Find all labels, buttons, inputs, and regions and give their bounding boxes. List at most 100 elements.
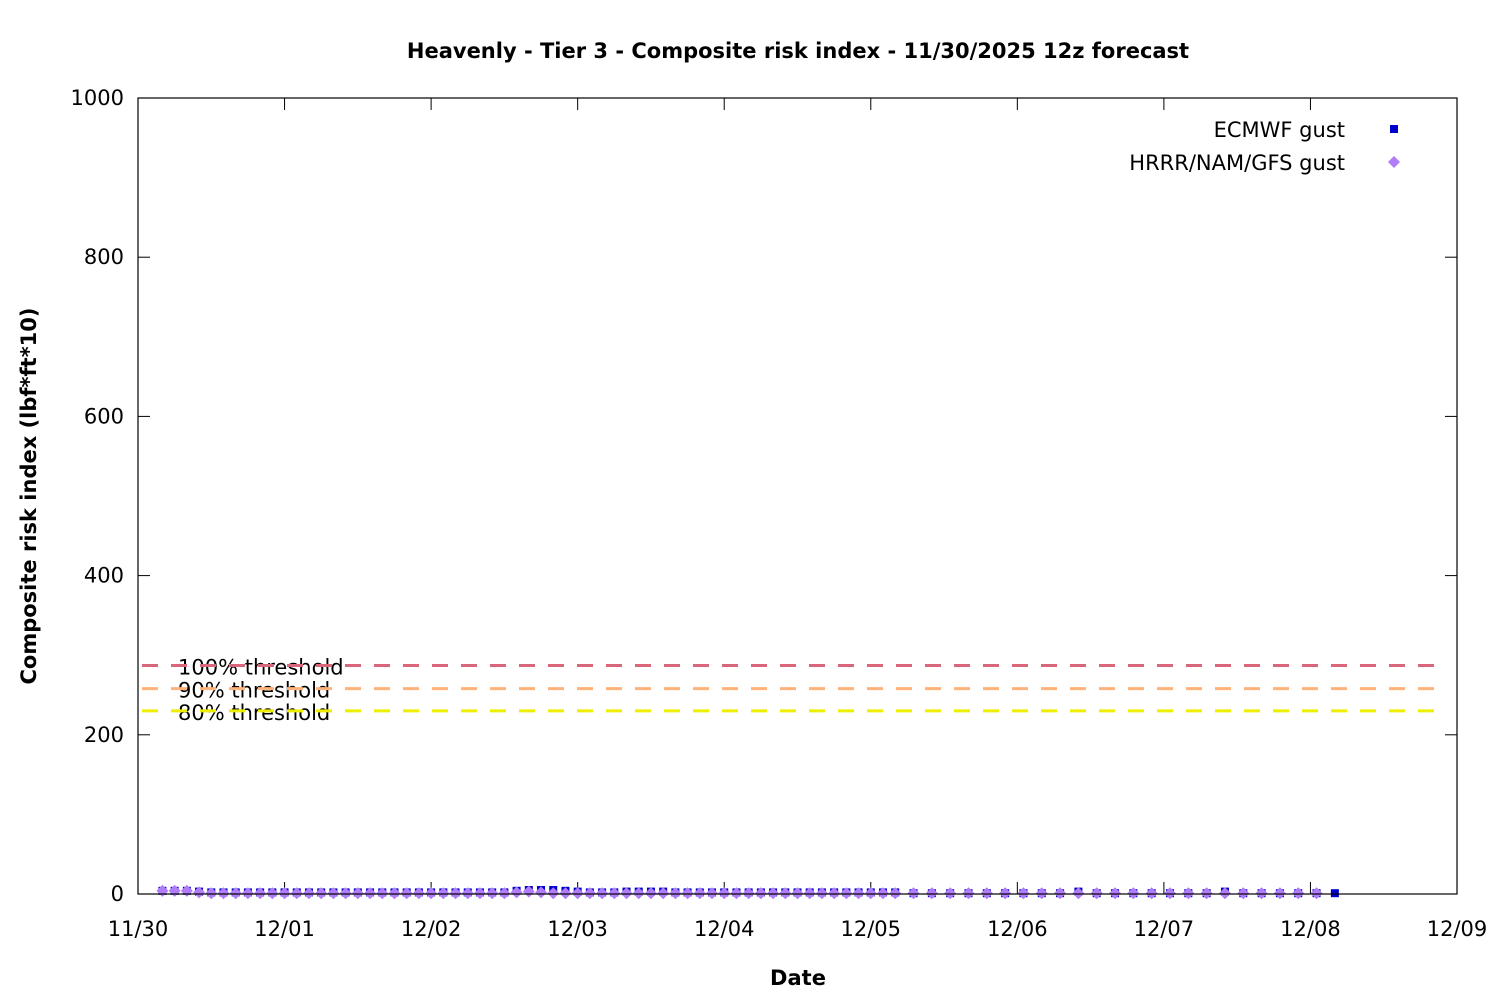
data-point: [1090, 887, 1103, 900]
data-point: [1255, 887, 1268, 900]
x-tick-label: 12/08: [1280, 917, 1341, 941]
data-point: [718, 887, 731, 900]
x-tick-label: 12/06: [987, 917, 1048, 941]
data-point: [644, 887, 657, 900]
data-point: [339, 887, 352, 900]
data-point: [364, 887, 377, 900]
x-tick-label: 12/03: [547, 917, 608, 941]
data-point: [840, 887, 853, 900]
data-point: [596, 887, 609, 900]
data-point: [1072, 887, 1085, 900]
data-point: [925, 887, 938, 900]
x-tick-label: 12/02: [401, 917, 462, 941]
data-point: [156, 884, 169, 897]
chart-title: Heavenly - Tier 3 - Composite risk index…: [407, 39, 1189, 63]
data-point: [205, 887, 218, 900]
x-tick-label: 12/05: [841, 917, 902, 941]
data-point: [1200, 887, 1213, 900]
data-point: [1127, 887, 1140, 900]
threshold-label: 80% threshold: [178, 701, 330, 725]
data-point: [1330, 889, 1339, 898]
data-point: [1145, 887, 1158, 900]
data-point: [241, 887, 254, 900]
data-point: [1237, 887, 1250, 900]
data-point: [767, 887, 780, 900]
data-point: [669, 887, 682, 900]
data-point: [351, 887, 364, 900]
x-tick-label: 12/01: [254, 917, 315, 941]
data-point: [1273, 887, 1286, 900]
y-tick-label: 0: [111, 882, 124, 906]
data-point: [980, 887, 993, 900]
data-point: [498, 887, 511, 900]
plot-border: [137, 97, 1458, 895]
data-point: [302, 887, 315, 900]
data-point: [461, 887, 474, 900]
x-axis-label: Date: [770, 966, 826, 990]
x-tick-label: 12/07: [1134, 917, 1195, 941]
data-point: [1163, 887, 1176, 900]
data-point: [315, 887, 328, 900]
data-point: [1109, 887, 1122, 900]
y-axis-label: Composite risk index (lbf*ft*10): [17, 307, 41, 684]
data-point: [876, 887, 889, 900]
data-point: [571, 887, 584, 900]
data-point: [290, 887, 303, 900]
data-point: [180, 884, 193, 897]
x-tick-label: 12/04: [694, 917, 755, 941]
data-point: [473, 887, 486, 900]
y-tick-label: 600: [84, 404, 124, 428]
data-point: [547, 887, 560, 900]
y-tick-label: 200: [84, 723, 124, 747]
data-point: [559, 887, 572, 900]
data-point: [1310, 887, 1323, 900]
data-point: [376, 887, 389, 900]
data-point: [779, 887, 792, 900]
data-point: [510, 886, 523, 899]
data-point: [730, 887, 743, 900]
legend-label: HRRR/NAM/GFS gust: [1129, 151, 1345, 175]
data-point: [388, 887, 401, 900]
data-point: [754, 887, 767, 900]
data-point: [217, 887, 230, 900]
data-point: [522, 885, 535, 898]
data-point: [449, 887, 462, 900]
data-point: [803, 887, 816, 900]
data-point: [706, 887, 719, 900]
data-point: [254, 887, 267, 900]
legend-label: ECMWF gust: [1214, 118, 1345, 142]
data-point: [1292, 887, 1305, 900]
data-point: [791, 887, 804, 900]
data-point: [742, 887, 755, 900]
legend-marker: [1390, 125, 1398, 133]
data-point: [193, 886, 206, 899]
y-tick-label: 1000: [71, 86, 124, 110]
legend: ECMWF gust HRRR/NAM/GFS gust: [1129, 118, 1400, 175]
data-point: [657, 887, 670, 900]
data-point: [486, 887, 499, 900]
threshold-label: 90% threshold: [178, 679, 330, 703]
data-point: [535, 886, 548, 899]
data-point: [864, 887, 877, 900]
data-point: [1218, 887, 1231, 900]
data-point: [1054, 887, 1067, 900]
x-tick-label: 11/30: [108, 917, 169, 941]
data-point: [907, 887, 920, 900]
data-point: [412, 887, 425, 900]
data-point: [889, 887, 902, 900]
data-point: [962, 887, 975, 900]
data-point: [620, 887, 633, 900]
data-point: [693, 887, 706, 900]
data-point: [944, 887, 957, 900]
data-point: [583, 887, 596, 900]
legend-marker: [1388, 156, 1400, 168]
data-point: [999, 887, 1012, 900]
data-point: [437, 887, 450, 900]
data-point: [1017, 887, 1030, 900]
data-point: [1035, 887, 1048, 900]
data-point: [229, 887, 242, 900]
data-point: [168, 884, 181, 897]
threshold-label: 100% threshold: [178, 656, 344, 680]
data-point: [632, 887, 645, 900]
